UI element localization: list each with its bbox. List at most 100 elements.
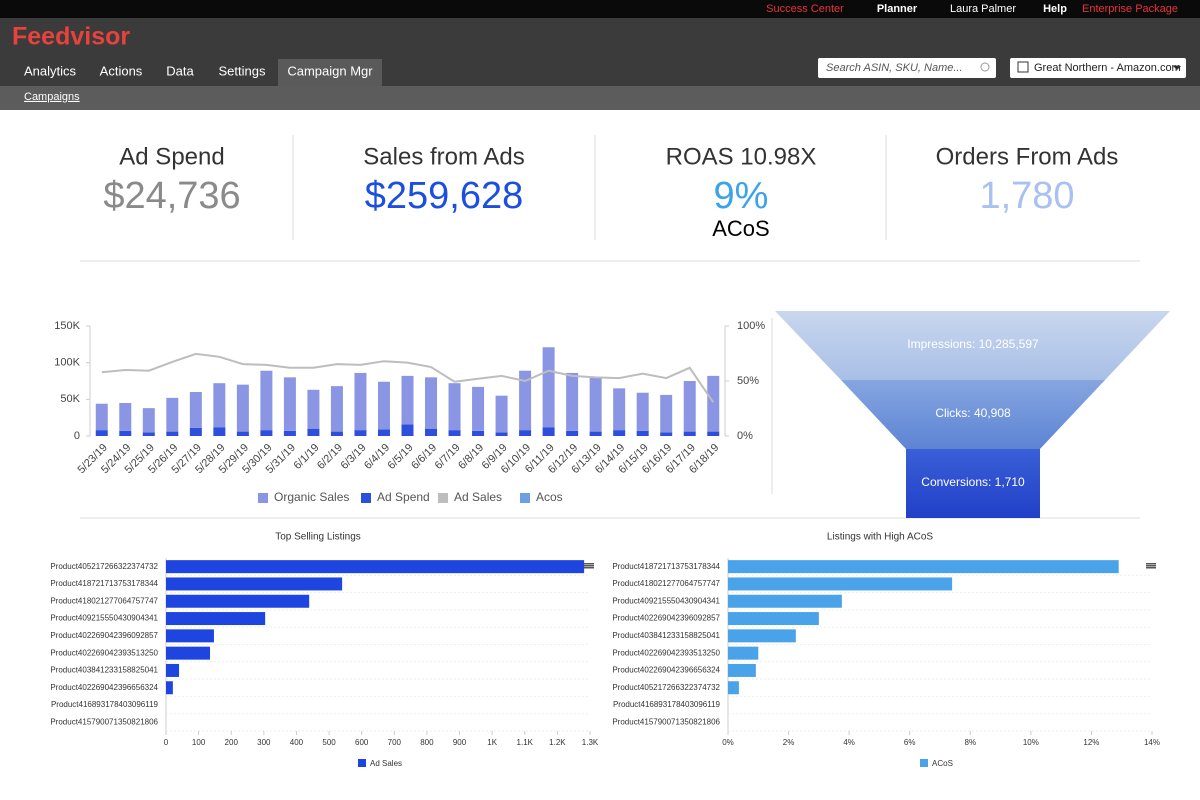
search-box[interactable] [818, 58, 996, 78]
nav-item[interactable]: Settings [219, 63, 266, 78]
y-tick-label: 150K [54, 320, 80, 332]
bar [683, 381, 696, 432]
x-tick-label: 6/1/19 [291, 442, 321, 472]
x-tick-label: 6% [904, 738, 916, 747]
bar [728, 594, 842, 608]
kpi-label: ROAS 10.98X [666, 143, 817, 170]
bar [472, 430, 485, 436]
bar [330, 386, 343, 432]
bar [166, 560, 585, 574]
bar [283, 377, 296, 431]
top-link[interactable]: Help [1043, 3, 1067, 15]
bar [425, 428, 438, 436]
menu-icon[interactable] [1146, 563, 1156, 565]
bar [566, 372, 579, 431]
active-tab [278, 59, 382, 86]
bar [142, 408, 155, 433]
dropdown-caret [1173, 66, 1181, 70]
top-bar [0, 0, 1200, 18]
y-tick-label: Product403841233158825041 [612, 631, 720, 640]
bar [542, 347, 555, 428]
bar [519, 370, 532, 431]
y-tick-label: 50K [60, 393, 80, 405]
nav-item[interactable]: Data [166, 63, 194, 78]
y-tick-label: Product403841233158825041 [50, 666, 158, 675]
x-tick-label: 6/5/19 [386, 442, 416, 472]
y-tick-label: 100K [54, 357, 80, 369]
kpi-sub: ACoS [712, 216, 769, 241]
menu-icon[interactable] [584, 563, 594, 565]
nav-item[interactable]: Analytics [24, 63, 77, 78]
top-link[interactable]: Success Center [766, 3, 844, 15]
funnel-stage [906, 449, 1040, 518]
y-tick-label: Product418721713753178344 [612, 562, 720, 571]
bar [448, 430, 461, 436]
kpi-label: Ad Spend [119, 143, 224, 170]
legend-label[interactable]: Ad Sales [454, 490, 502, 504]
bar [636, 430, 649, 436]
x-tick-label: 6/3/19 [339, 442, 369, 472]
y-tick-label: Product405217266322374732 [50, 562, 158, 571]
bar [728, 663, 756, 677]
subnav-link[interactable]: Campaigns [24, 91, 80, 103]
bar [472, 386, 485, 431]
bar [448, 383, 461, 431]
bar [728, 560, 1119, 574]
bar [236, 384, 249, 432]
legend-label[interactable]: Ad Spend [377, 490, 430, 504]
bar [728, 681, 739, 695]
nav-item[interactable]: Campaign Mgr [287, 63, 373, 78]
x-tick-label: 400 [290, 738, 304, 747]
bar [119, 430, 132, 436]
y-tick-label: Product415790071350821806 [612, 717, 720, 726]
header [0, 18, 1200, 86]
bar [260, 430, 273, 436]
bar [307, 389, 320, 429]
legend-swatch [358, 759, 366, 767]
legend-label[interactable]: ACoS [932, 759, 953, 768]
funnel-stage [775, 311, 1170, 380]
legend-label[interactable]: Acos [536, 490, 563, 504]
top-link[interactable]: Enterprise Package [1082, 3, 1178, 15]
bar [728, 577, 953, 591]
menu-icon[interactable] [584, 565, 594, 567]
bar [166, 431, 179, 436]
menu-icon[interactable] [1146, 565, 1156, 567]
nav-item[interactable]: Actions [100, 63, 143, 78]
bar [330, 431, 343, 436]
x-tick-label: 900 [453, 738, 467, 747]
legend-label[interactable]: Ad Sales [370, 759, 402, 768]
y-tick-label: Product409215550430904341 [50, 614, 158, 623]
menu-icon[interactable] [1146, 567, 1156, 569]
bar [213, 427, 226, 436]
kpi-value: 9% [714, 175, 769, 217]
menu-icon[interactable] [584, 567, 594, 569]
bar [589, 431, 602, 436]
x-tick-label: 1K [487, 738, 497, 747]
search-icon [980, 62, 990, 72]
x-tick-label: 12% [1083, 738, 1099, 747]
y-tick-label: Product418021277064757747 [50, 596, 158, 605]
top-link[interactable]: Planner [877, 3, 918, 15]
x-tick-label: 14% [1144, 738, 1160, 747]
x-tick-label: 1.3K [582, 738, 599, 747]
store-select[interactable] [1010, 58, 1186, 78]
legend-label[interactable]: Organic Sales [274, 490, 349, 504]
bar [613, 430, 626, 436]
top-link[interactable]: Laura Palmer [950, 3, 1016, 15]
x-tick-label: 500 [322, 738, 336, 747]
bar [354, 430, 367, 436]
legend-swatch [438, 493, 448, 503]
y-tick-label: 0 [74, 430, 80, 442]
bar [166, 397, 179, 432]
y-tick-label: Product402269042396092857 [50, 631, 158, 640]
store-name[interactable]: Great Northern - Amazon.com [1034, 62, 1181, 74]
y-tick-label: Product402269042393513250 [612, 648, 720, 657]
legend-swatch [920, 759, 928, 767]
x-tick-label: 200 [225, 738, 239, 747]
bar [236, 431, 249, 436]
bar [683, 431, 696, 436]
y2-tick-label: 50% [737, 375, 759, 387]
x-tick-label: 100 [192, 738, 206, 747]
